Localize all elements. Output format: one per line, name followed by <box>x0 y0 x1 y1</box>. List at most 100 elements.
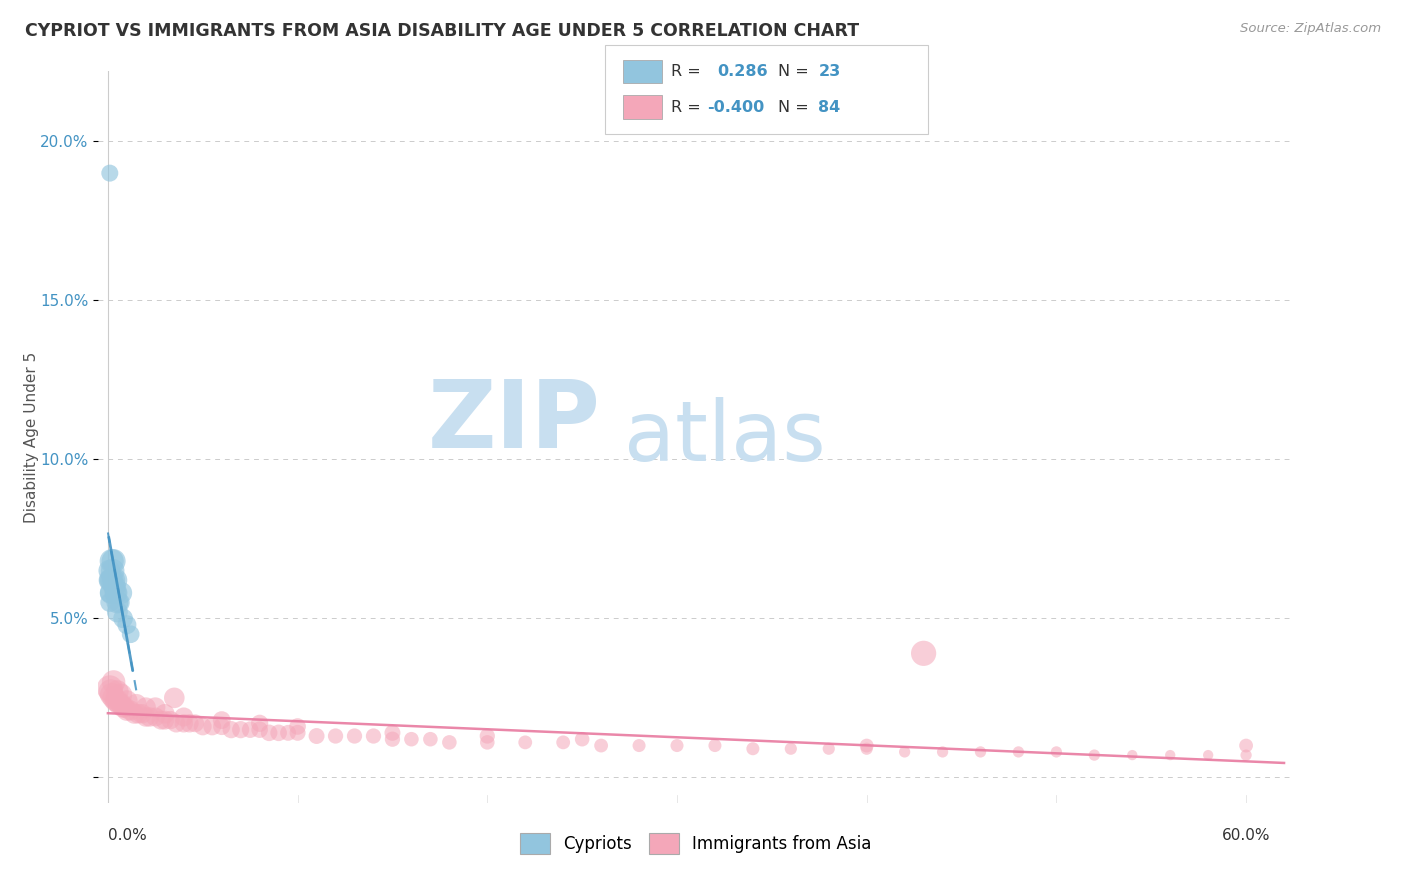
Text: N =: N = <box>778 100 808 114</box>
Point <box>401 732 423 747</box>
Point <box>277 726 299 740</box>
Point <box>98 681 121 696</box>
Point <box>101 564 124 578</box>
Text: 60.0%: 60.0% <box>1222 828 1271 843</box>
Point <box>105 586 128 600</box>
Point <box>98 573 121 587</box>
Point <box>439 735 461 749</box>
Point <box>703 739 725 753</box>
Point <box>969 745 991 759</box>
Point <box>103 675 125 690</box>
Point <box>628 739 651 753</box>
Point <box>143 700 166 714</box>
Point <box>1197 748 1219 763</box>
Point <box>381 732 404 747</box>
Point <box>110 697 132 711</box>
Point <box>191 719 214 733</box>
Point <box>1234 748 1257 763</box>
Point <box>249 716 271 731</box>
Point <box>553 735 575 749</box>
Point <box>159 713 181 727</box>
Point <box>855 739 877 753</box>
Point <box>150 713 173 727</box>
Point <box>666 739 689 753</box>
Text: CYPRIOT VS IMMIGRANTS FROM ASIA DISABILITY AGE UNDER 5 CORRELATION CHART: CYPRIOT VS IMMIGRANTS FROM ASIA DISABILI… <box>25 22 859 40</box>
Point <box>239 723 262 737</box>
Point <box>1121 748 1143 763</box>
Point <box>419 732 441 747</box>
Point <box>912 646 935 660</box>
Point <box>515 735 537 749</box>
Point <box>100 684 122 698</box>
Point <box>98 573 121 587</box>
Y-axis label: Disability Age Under 5: Disability Age Under 5 <box>24 351 39 523</box>
Text: atlas: atlas <box>624 397 825 477</box>
Point <box>103 573 125 587</box>
Point <box>120 627 142 641</box>
Point <box>103 580 125 594</box>
Point <box>1045 745 1067 759</box>
Point <box>110 586 132 600</box>
Point <box>98 595 121 609</box>
Point <box>163 690 186 705</box>
Point <box>124 706 146 721</box>
Point <box>115 617 138 632</box>
Point <box>112 611 135 625</box>
Point <box>98 166 121 180</box>
Point <box>741 741 763 756</box>
Point <box>229 723 252 737</box>
Point <box>104 573 127 587</box>
Text: N =: N = <box>778 64 808 78</box>
Point <box>855 741 877 756</box>
Point <box>115 704 138 718</box>
Point <box>1083 748 1105 763</box>
Point <box>817 741 839 756</box>
Point <box>135 710 157 724</box>
Point <box>211 713 233 727</box>
Point <box>779 741 801 756</box>
Text: R =: R = <box>671 64 700 78</box>
Point <box>343 729 366 743</box>
Point <box>105 605 128 619</box>
Point <box>138 710 160 724</box>
Point <box>1007 745 1029 759</box>
Point <box>931 745 953 759</box>
Point <box>143 710 166 724</box>
Point <box>591 739 613 753</box>
Point <box>287 719 309 733</box>
Point <box>249 723 271 737</box>
Point <box>211 719 233 733</box>
Point <box>184 716 207 731</box>
Point <box>1234 739 1257 753</box>
Point <box>105 684 128 698</box>
Text: -0.400: -0.400 <box>707 100 765 114</box>
Point <box>1159 748 1181 763</box>
Point <box>104 586 127 600</box>
Point <box>100 688 122 702</box>
Point <box>125 697 148 711</box>
Point <box>267 726 290 740</box>
Point <box>108 697 131 711</box>
Point <box>120 704 142 718</box>
Legend: Cypriots, Immigrants from Asia: Cypriots, Immigrants from Asia <box>513 827 879 860</box>
Point <box>105 694 128 708</box>
Point <box>104 694 127 708</box>
Point <box>98 564 121 578</box>
Point <box>287 726 309 740</box>
Point <box>135 700 157 714</box>
Point <box>571 732 593 747</box>
Point <box>115 694 138 708</box>
Point <box>305 729 328 743</box>
Point <box>173 710 195 724</box>
Text: 84: 84 <box>818 100 841 114</box>
Point <box>108 595 131 609</box>
Point <box>893 745 915 759</box>
Point <box>153 706 176 721</box>
Point <box>98 586 121 600</box>
Point <box>114 700 136 714</box>
Point <box>103 690 125 705</box>
Point <box>201 719 224 733</box>
Point <box>100 554 122 568</box>
Point <box>477 735 499 749</box>
Point <box>131 706 153 721</box>
